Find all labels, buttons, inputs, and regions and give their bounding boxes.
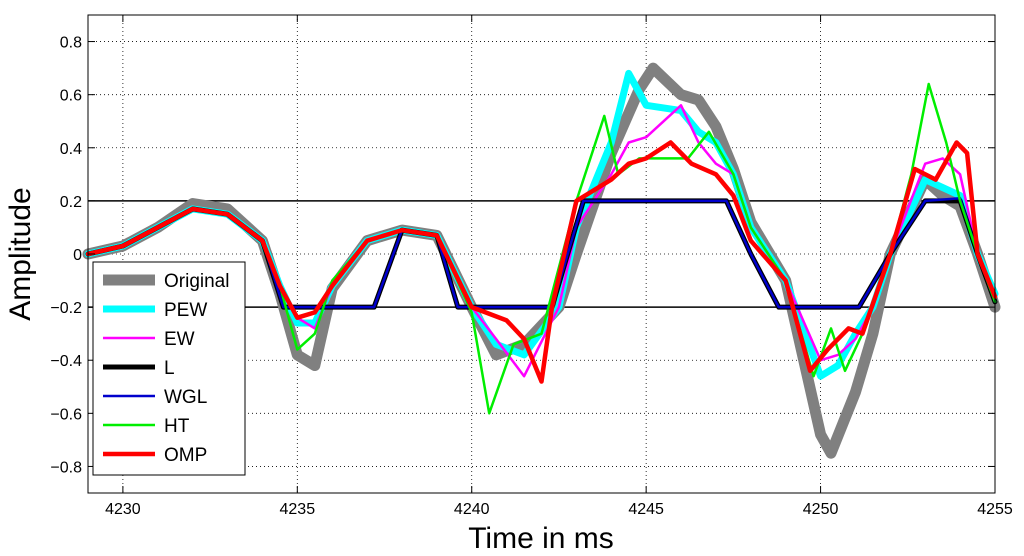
y-axis-title: Amplitude: [4, 187, 37, 320]
x-tick-label: 4245: [628, 501, 664, 518]
x-tick-label: 4240: [454, 501, 490, 518]
legend-label-wgl: WGL: [164, 387, 207, 408]
axis-ticks: [88, 15, 996, 493]
y-tick-label: −0.4: [50, 353, 82, 370]
x-tick-label: 4255: [977, 501, 1013, 518]
y-tick-label: −0.2: [50, 300, 82, 317]
tick-labels: 4230 4235 4240 4245 4250 4255 −0.8 −0.6 −0.4 −0.2…: [50, 35, 1012, 518]
x-tick-label: 4250: [803, 501, 839, 518]
x-tick-label: 4230: [105, 501, 141, 518]
legend-label-ew: EW: [164, 329, 195, 350]
y-tick-label: 0.4: [60, 141, 82, 158]
y-tick-label: 0.6: [60, 88, 82, 105]
legend-label-omp: OMP: [164, 445, 207, 466]
series-line-omp: [85, 140, 998, 384]
series-group: [82, 62, 1001, 459]
y-tick-label: 0.8: [60, 35, 82, 52]
legend: Original PEW EW L WGL HT OMP: [92, 261, 246, 476]
x-axis-title: Time in ms: [468, 522, 614, 555]
x-tick-label: 4235: [280, 501, 316, 518]
legend-label-ht: HT: [164, 416, 190, 437]
legend-label-pew: PEW: [164, 300, 207, 321]
legend-label-l: L: [164, 358, 175, 379]
y-tick-label: −0.8: [50, 459, 82, 476]
y-tick-label: 0: [73, 247, 82, 264]
legend-label-original: Original: [164, 271, 229, 292]
y-tick-label: −0.6: [50, 406, 82, 423]
y-tick-label: 0.2: [60, 194, 82, 211]
